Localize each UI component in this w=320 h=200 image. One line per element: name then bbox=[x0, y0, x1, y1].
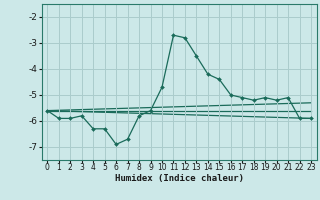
X-axis label: Humidex (Indice chaleur): Humidex (Indice chaleur) bbox=[115, 174, 244, 183]
